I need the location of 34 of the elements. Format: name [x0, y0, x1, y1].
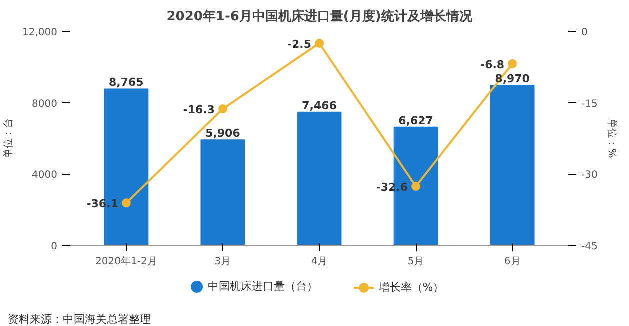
bar [297, 112, 342, 246]
bar [200, 140, 246, 246]
point [218, 104, 228, 114]
data-label: 8,765 [109, 76, 144, 90]
y2-tick-label: -45 [582, 242, 598, 252]
legend-label: 中国机床进口量（台） [208, 279, 318, 295]
data-label: -6.8 [480, 58, 505, 72]
point [508, 59, 518, 68]
y-tick-label: 12,000 [22, 28, 58, 38]
data-label: -2.5 [287, 38, 312, 51]
data-label: 6,627 [398, 114, 434, 128]
y2-tick-label: -15 [582, 98, 598, 110]
bar [490, 85, 535, 246]
data-label: -16.3 [183, 104, 215, 117]
text: 资料来源：中国海关总署整理 [8, 312, 151, 326]
x-tick-label: 4月 [311, 256, 328, 268]
chart-title: 2020年1-6月中国机床进口量(月度)统计及增长情况 [166, 8, 474, 24]
y-tick-label: 8000 [32, 98, 58, 110]
x-tick-label: 3月 [214, 256, 232, 268]
y-tick-label: 0 [51, 242, 58, 252]
point [412, 182, 421, 192]
y-axis-title: 单位：台 [2, 118, 15, 158]
legend-label: 增长率（%） [378, 280, 444, 296]
x-tick-label: 2020年1-2月 [96, 256, 158, 268]
y-tick-label: 4000 [32, 170, 58, 182]
data-label: 5,906 [206, 127, 241, 140]
point [122, 198, 131, 208]
point [315, 38, 324, 48]
y2-axis-title: 单位：% [606, 118, 618, 158]
x-tick-label: 6月 [504, 256, 521, 268]
data-label: 7,466 [302, 99, 338, 112]
x-tick-label: 5月 [408, 256, 424, 268]
y2-tick-label: -30 [582, 170, 598, 182]
y2-tick-label: 0 [582, 28, 588, 38]
